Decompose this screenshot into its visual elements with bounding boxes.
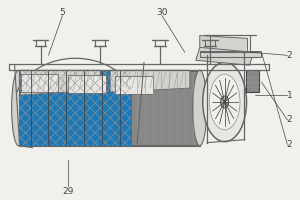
- FancyBboxPatch shape: [131, 71, 200, 145]
- Ellipse shape: [193, 70, 207, 146]
- Text: 1: 1: [286, 91, 292, 100]
- Text: 29: 29: [63, 187, 74, 196]
- FancyBboxPatch shape: [115, 76, 153, 94]
- FancyBboxPatch shape: [19, 70, 200, 146]
- FancyBboxPatch shape: [68, 75, 106, 93]
- Text: 2: 2: [286, 51, 292, 60]
- Polygon shape: [110, 70, 190, 92]
- Bar: [19, 70, 131, 146]
- Ellipse shape: [221, 96, 229, 108]
- FancyBboxPatch shape: [200, 51, 262, 57]
- Polygon shape: [21, 70, 100, 95]
- Polygon shape: [196, 47, 254, 65]
- Text: 2: 2: [286, 115, 292, 124]
- Text: 5: 5: [59, 8, 65, 17]
- Ellipse shape: [203, 62, 247, 142]
- FancyBboxPatch shape: [21, 74, 58, 92]
- Ellipse shape: [12, 70, 26, 146]
- Text: 30: 30: [156, 8, 168, 17]
- Ellipse shape: [209, 74, 240, 130]
- Polygon shape: [200, 35, 248, 55]
- Text: 2: 2: [286, 140, 292, 149]
- FancyBboxPatch shape: [246, 70, 260, 92]
